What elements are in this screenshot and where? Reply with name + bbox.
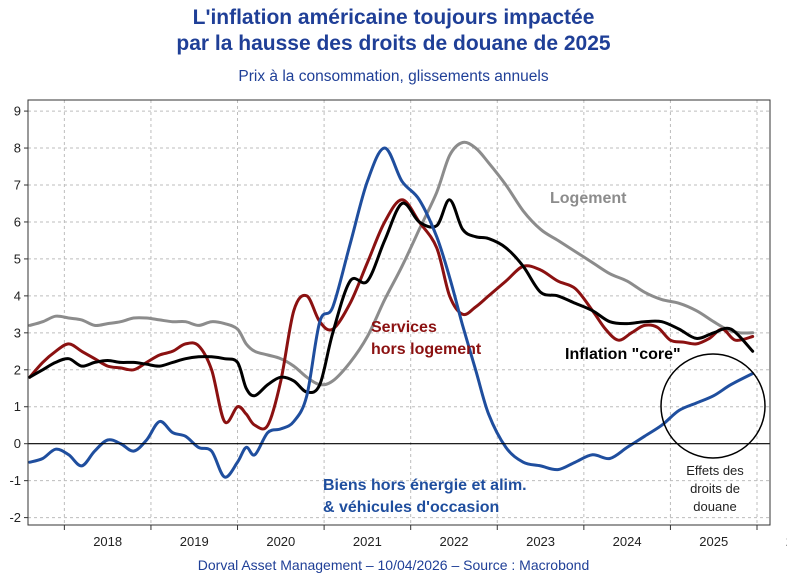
series-label-inflation-core: Inflation "core" xyxy=(565,346,681,363)
x-tick-label: 2021 xyxy=(353,534,382,549)
series-line-inflation-core xyxy=(28,198,755,398)
series-label-logement: Logement xyxy=(550,190,627,207)
annotation-circle xyxy=(660,353,766,459)
x-tick-label: 2024 xyxy=(613,534,642,549)
y-tick-label: -1 xyxy=(9,473,21,488)
y-tick-label: 8 xyxy=(14,141,21,156)
series-line-logement xyxy=(28,140,755,387)
annotation-text-line-2: droits de xyxy=(690,481,740,496)
y-tick-label: -2 xyxy=(9,510,21,525)
series-layer xyxy=(28,140,755,479)
series-line-biens-hors-energie xyxy=(28,146,755,479)
grid-layer xyxy=(28,100,770,525)
plot-frame xyxy=(27,99,771,526)
series-label-biens-hors-energie-line-2: & véhicules d'occasion xyxy=(323,499,499,516)
y-tick-label: 7 xyxy=(14,178,21,193)
series-label-biens-hors-energie-line-1: Biens hors énergie et alim. xyxy=(323,477,527,494)
y-tick-label: 3 xyxy=(14,325,21,340)
annotation-text-line-1: Effets des xyxy=(686,463,744,478)
y-tick-label: 2 xyxy=(14,362,21,377)
x-tick-label: 2020 xyxy=(266,534,295,549)
y-tick-label: 1 xyxy=(14,399,21,414)
x-tick-label: 2023 xyxy=(526,534,555,549)
chart-subtitle: Prix à la consommation, glissements annu… xyxy=(238,68,549,85)
y-tick-label: 5 xyxy=(14,251,21,266)
y-tick-label: 6 xyxy=(14,214,21,229)
series-label-services-hors-logement-line-1: Services xyxy=(371,319,437,336)
x-tick-label: 2026 xyxy=(786,534,787,549)
x-tick-label: 2019 xyxy=(180,534,209,549)
chart-title-line-2: par la hausse des droits de douane de 20… xyxy=(176,32,611,55)
axis-layer: -2 -1 0 1 2 3 4 5 6 7 8 9 2018 2019 2020 2021 2022 2023 20… xyxy=(9,99,787,549)
chart-footer-source: Dorval Asset Management – 10/04/2026 – S… xyxy=(197,557,590,573)
x-tick-label: 2018 xyxy=(93,534,122,549)
series-label-services-hors-logement-line-2: hors logement xyxy=(371,341,482,358)
y-tick-label: 9 xyxy=(14,104,21,119)
x-tick-label: 2025 xyxy=(699,534,728,549)
y-tick-label: 0 xyxy=(14,436,21,451)
annotation-text-line-3: douane xyxy=(693,499,736,514)
label-layer: Logement Services hors logement Inflation "… xyxy=(323,190,766,516)
y-tick-label: 4 xyxy=(14,288,21,303)
series-line-services-hors-logement xyxy=(28,198,755,431)
chart-title-line-1: L'inflation américaine toujours impactée xyxy=(192,6,595,29)
x-tick-label: 2022 xyxy=(440,534,469,549)
